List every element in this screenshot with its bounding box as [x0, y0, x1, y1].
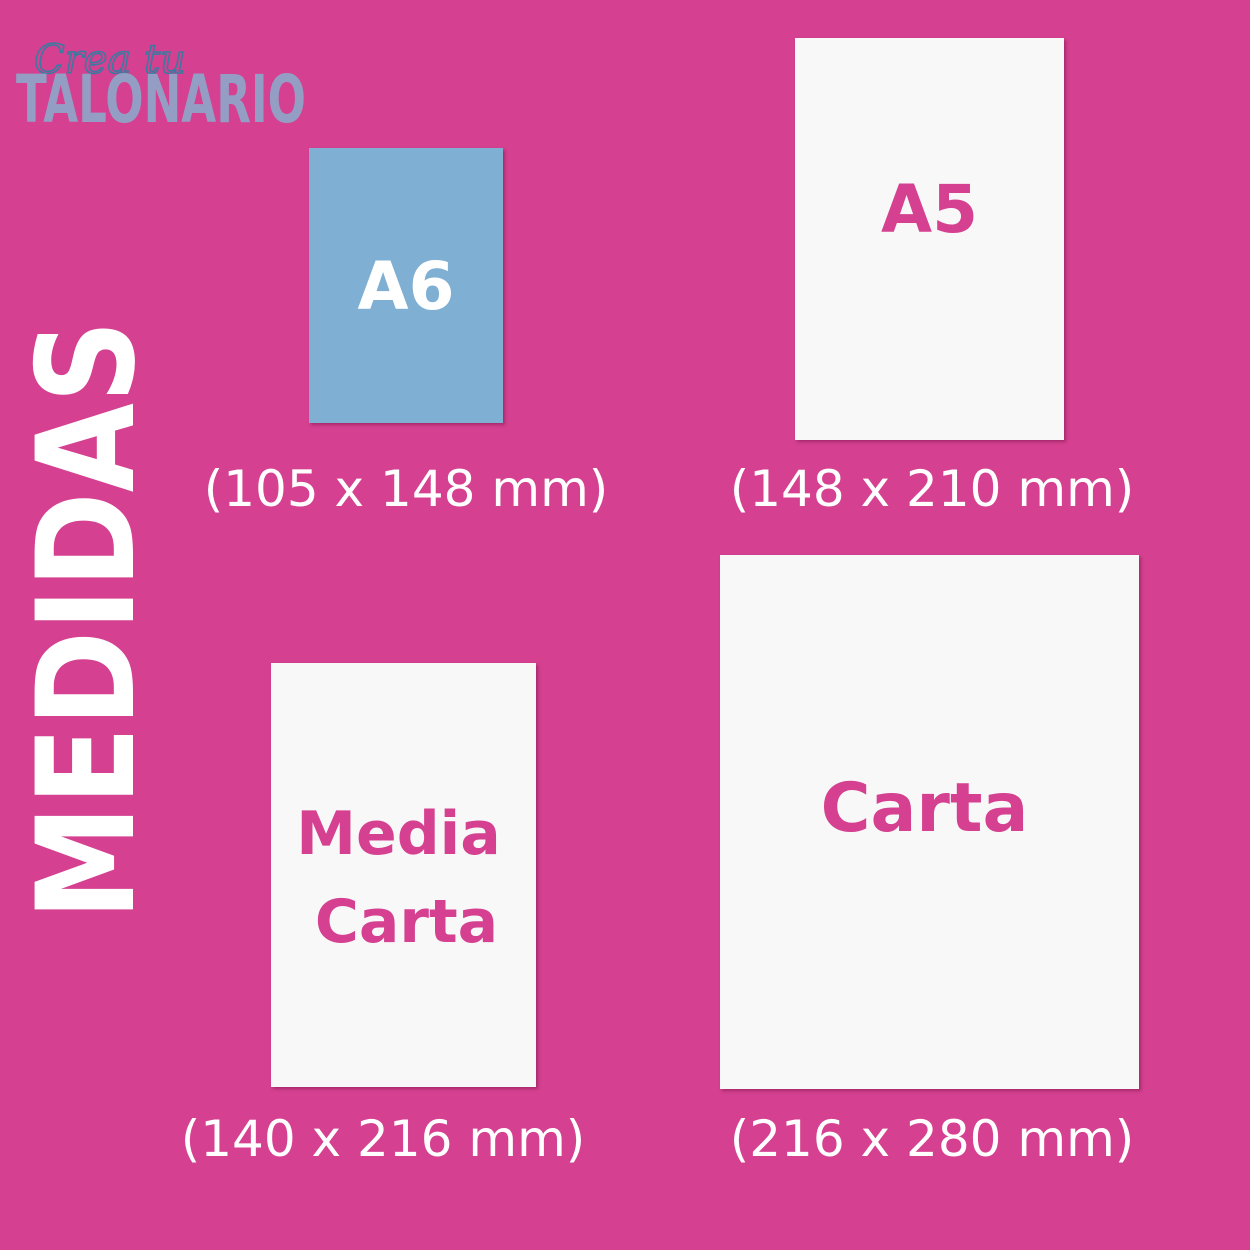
logo-wordmark: TALONARIO — [16, 61, 306, 138]
logo-script: Crea tu — [34, 37, 186, 83]
size-label: A6 — [357, 248, 455, 325]
page-title: MEDIDAS — [20, 320, 140, 920]
brand-logo: Crea tu TALONARIO — [16, 36, 306, 138]
size-label-line2: Carta — [314, 887, 499, 957]
size-dimensions: (148 x 210 mm) — [729, 460, 1135, 518]
size-card-carta: Carta — [720, 555, 1139, 1089]
size-dimensions: (140 x 216 mm) — [180, 1110, 586, 1168]
size-card-a6: A6 — [309, 148, 503, 423]
size-card-media-carta: Media Carta — [271, 663, 536, 1087]
size-card-a5: A5 — [795, 38, 1064, 440]
size-label: Carta — [820, 769, 1029, 848]
size-label: A5 — [880, 171, 978, 248]
size-label-line1: Media — [296, 799, 501, 869]
svg-text:MEDIDAS: MEDIDAS — [20, 320, 140, 920]
size-dimensions: (105 x 148 mm) — [203, 460, 609, 518]
size-dimensions: (216 x 280 mm) — [729, 1110, 1135, 1168]
